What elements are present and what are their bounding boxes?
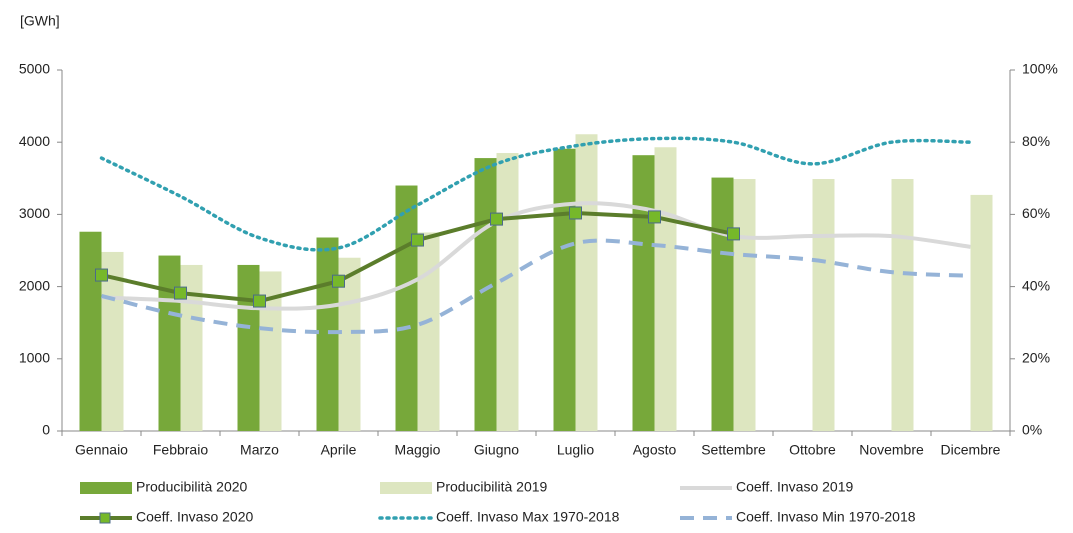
marker: [569, 206, 582, 220]
bar: [711, 177, 734, 431]
y-tick-label: 1000: [19, 350, 50, 366]
marker: [411, 233, 424, 247]
x-tick-label: Marzo: [240, 442, 279, 458]
bar: [654, 147, 677, 431]
y-axis-label: [GWh]: [20, 13, 60, 29]
x-tick-label: Novembre: [859, 442, 924, 458]
y2-tick-label: 60%: [1022, 205, 1050, 221]
legend-swatch: [380, 482, 432, 494]
bar: [180, 264, 203, 431]
x-tick-label: Maggio: [395, 442, 441, 458]
marker: [174, 286, 187, 300]
legend-marker: [99, 512, 111, 524]
bar: [733, 179, 756, 431]
y-tick-label: 3000: [19, 205, 50, 221]
marker: [490, 212, 503, 226]
line: [101, 201, 971, 311]
bar: [553, 148, 576, 431]
bar: [575, 134, 598, 431]
bar: [158, 255, 181, 431]
bar: [474, 158, 497, 432]
y2-tick-label: 20%: [1022, 350, 1050, 366]
bar: [316, 237, 339, 431]
bar: [259, 271, 282, 431]
bar: [632, 155, 655, 432]
y-tick-label: 5000: [19, 61, 50, 77]
y2-tick-label: 40%: [1022, 277, 1050, 293]
x-tick-label: Dicembre: [941, 442, 1001, 458]
x-tick-label: Settembre: [701, 442, 766, 458]
bar: [237, 264, 260, 431]
x-tick-label: Febbraio: [153, 442, 208, 458]
bar: [395, 185, 418, 431]
legend-label: Producibilità 2020: [136, 479, 248, 495]
x-tick-label: Ottobre: [789, 442, 836, 458]
bar: [79, 231, 102, 431]
bar: [891, 179, 914, 431]
x-tick-label: Giugno: [474, 442, 519, 458]
marker: [648, 210, 661, 224]
y2-tick-label: 100%: [1022, 61, 1058, 77]
bar: [417, 232, 440, 431]
marker: [727, 227, 740, 241]
legend-label: Producibilità 2019: [436, 479, 548, 495]
y2-tick-label: 0%: [1022, 422, 1042, 438]
y-tick-label: 0: [42, 422, 50, 438]
y2-tick-label: 80%: [1022, 133, 1050, 149]
x-tick-label: Aprile: [321, 442, 357, 458]
marker: [253, 294, 266, 308]
x-tick-label: Gennaio: [75, 442, 128, 458]
marker: [332, 274, 345, 288]
line: [101, 238, 971, 335]
bar: [970, 194, 993, 431]
marker: [95, 268, 108, 282]
legend-label: Coeff. Invaso 2020: [136, 509, 253, 525]
bar: [496, 153, 519, 431]
x-tick-label: Agosto: [633, 442, 677, 458]
y-tick-label: 4000: [19, 133, 50, 149]
legend-label: Coeff. Invaso Min 1970-2018: [736, 509, 916, 525]
legend-label: Coeff. Invaso 2019: [736, 479, 853, 495]
y-tick-label: 2000: [19, 277, 50, 293]
x-tick-label: Luglio: [557, 442, 595, 458]
line: [99, 136, 973, 252]
legend-label: Coeff. Invaso Max 1970-2018: [436, 509, 620, 525]
legend-swatch: [80, 482, 132, 494]
bar: [812, 179, 835, 431]
